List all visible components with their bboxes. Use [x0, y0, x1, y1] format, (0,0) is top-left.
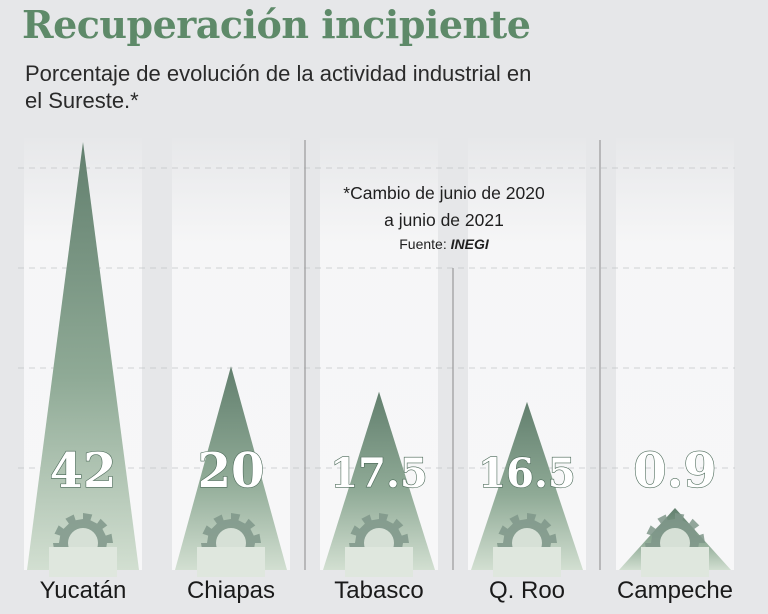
cone-bar-3: [471, 401, 583, 570]
value-label-4: 0.9: [633, 443, 717, 499]
category-label-1: Chiapas: [187, 577, 275, 604]
note-line-1: *Cambio de junio de 2020: [343, 183, 545, 203]
note-source: Fuente: INEGI: [320, 234, 568, 254]
note-line-2: a junio de 2021: [384, 210, 504, 230]
category-label-3: Q. Roo: [489, 577, 565, 604]
value-label-3: 16.5: [478, 450, 575, 497]
value-label-1: 20: [198, 443, 265, 499]
category-label-2: Tabasco: [334, 577, 423, 604]
category-label-4: Campeche: [617, 577, 733, 604]
gear-icon: [493, 513, 561, 577]
cone-bar-0: [27, 142, 139, 570]
column-panel-4: [616, 138, 734, 570]
category-label-0: Yucatán: [40, 577, 127, 604]
chart-note: *Cambio de junio de 2020 a junio de 2021…: [320, 180, 568, 254]
chart-title: Recuperación incipiente: [22, 2, 531, 47]
gear-icon: [345, 513, 413, 577]
gear-icon: [197, 513, 265, 577]
cone-bar-2: [323, 391, 435, 570]
value-label-0: 42: [50, 443, 117, 499]
note-source-name: INEGI: [450, 236, 489, 252]
gear-icon: [641, 513, 709, 577]
cone-bar-1: [175, 366, 287, 570]
gear-icon: [49, 513, 117, 577]
value-label-2: 17.5: [330, 450, 427, 497]
note-source-label: Fuente:: [399, 236, 451, 252]
chart-subtitle: Porcentaje de evolución de la actividad …: [25, 61, 532, 113]
